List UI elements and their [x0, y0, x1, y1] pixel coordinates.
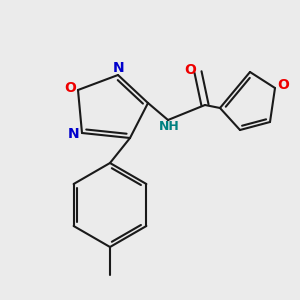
Text: O: O: [184, 64, 196, 77]
Text: N: N: [68, 128, 80, 142]
Text: N: N: [113, 61, 125, 75]
Text: O: O: [278, 78, 289, 92]
Text: NH: NH: [159, 120, 180, 133]
Text: O: O: [64, 82, 76, 95]
